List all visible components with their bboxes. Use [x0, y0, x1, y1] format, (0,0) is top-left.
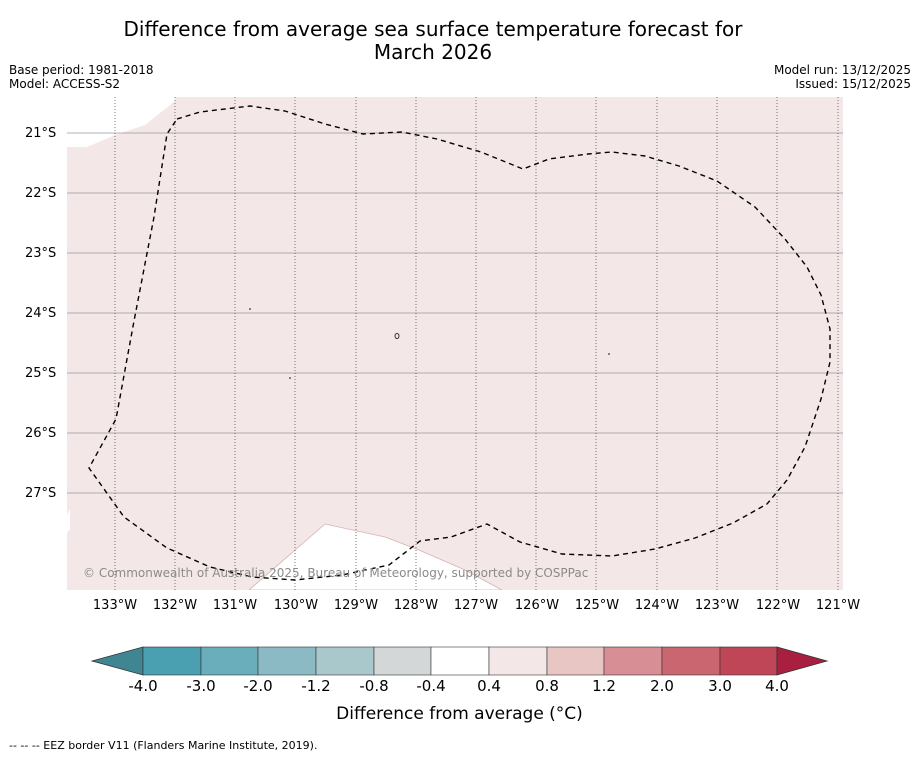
colorbar-tick-label: 4.0 [765, 677, 789, 695]
lon-label: 123°W [694, 598, 740, 613]
colorbar-segment [315, 646, 375, 676]
colorbar-segment [200, 646, 259, 676]
lon-label: 128°W [393, 598, 439, 613]
no-data-sliver-left [67, 509, 70, 533]
lat-label: 23°S [25, 246, 57, 261]
lat-label: 24°S [25, 306, 57, 321]
lon-label: 132°W [152, 598, 198, 613]
colorbar-segment [603, 646, 663, 676]
model-run: Model run: 13/12/2025 [773, 63, 911, 77]
lon-label: 129°W [333, 598, 379, 613]
lat-gridlines [67, 132, 843, 494]
island-1 [394, 333, 400, 339]
lon-label: 124°W [634, 598, 680, 613]
lat-label: 27°S [25, 486, 57, 501]
meta-left: Base period: 1981-2018 Model: ACCESS-S2 [9, 63, 154, 91]
lon-label: 121°W [815, 598, 861, 613]
lon-label: 122°W [755, 598, 801, 613]
title-line-1: Difference from average sea surface temp… [123, 17, 743, 41]
colorbar-tick-label: -2.0 [243, 677, 273, 695]
lat-label: 25°S [25, 366, 57, 381]
lat-label: 21°S [25, 126, 57, 141]
title-line-2: March 2026 [373, 40, 493, 64]
colorbar [90, 646, 829, 676]
colorbar-tick-label: 2.0 [650, 677, 674, 695]
colorbar-tick-label: -0.4 [416, 677, 446, 695]
map-svg [67, 97, 843, 591]
colorbar-segment [430, 646, 490, 676]
colorbar-tick-label: 1.2 [592, 677, 616, 695]
lon-label: 125°W [574, 598, 620, 613]
sst-anomaly-fill [67, 97, 843, 590]
colorbar-tick-label: 3.0 [708, 677, 732, 695]
lon-label: 126°W [514, 598, 560, 613]
colorbar-label: Difference from average (°C) [336, 704, 583, 724]
map-title: Difference from average sea surface temp… [100, 18, 766, 64]
colorbar-under-arrow [90, 646, 144, 676]
island-3 [289, 377, 291, 379]
lon-gridlines [114, 97, 839, 590]
no-data-area-top-left [67, 97, 175, 147]
eez-source-note: -- -- -- EEZ border V11 (Flanders Marine… [9, 739, 318, 752]
colorbar-over-arrow [776, 646, 829, 676]
colorbar-segment [373, 646, 432, 676]
lon-label: 127°W [453, 598, 499, 613]
meta-right: Model run: 13/12/2025 Issued: 15/12/2025 [774, 63, 911, 91]
island-2 [249, 308, 251, 310]
colorbar-segment [546, 646, 605, 676]
model-name: Model: ACCESS-S2 [9, 77, 121, 91]
issued-date: Issued: 15/12/2025 [795, 77, 911, 91]
colorbar-tick-label: -3.0 [186, 677, 216, 695]
lon-label: 131°W [212, 598, 258, 613]
eez-border [88, 105, 831, 581]
lat-label: 22°S [25, 186, 57, 201]
base-period: Base period: 1981-2018 [9, 63, 154, 77]
colorbar-tick-label: -4.0 [128, 677, 158, 695]
colorbar-segment [661, 646, 721, 676]
colorbar-segment [488, 646, 548, 676]
colorbar-tick-label: -1.2 [301, 677, 331, 695]
colorbar-tick-label: 0.4 [477, 677, 501, 695]
island-4 [608, 353, 610, 355]
lat-label: 26°S [25, 426, 57, 441]
colorbar-tick-label: 0.8 [535, 677, 559, 695]
lon-label: 133°W [92, 598, 138, 613]
lon-label: 130°W [273, 598, 319, 613]
colorbar-tick-label: -0.8 [359, 677, 389, 695]
colorbar-segment [142, 646, 202, 676]
map-panel [67, 97, 843, 591]
colorbar-segment [257, 646, 317, 676]
colorbar-segment [719, 646, 778, 676]
copyright-notice: © Commonwealth of Australia 2025, Bureau… [83, 566, 589, 580]
